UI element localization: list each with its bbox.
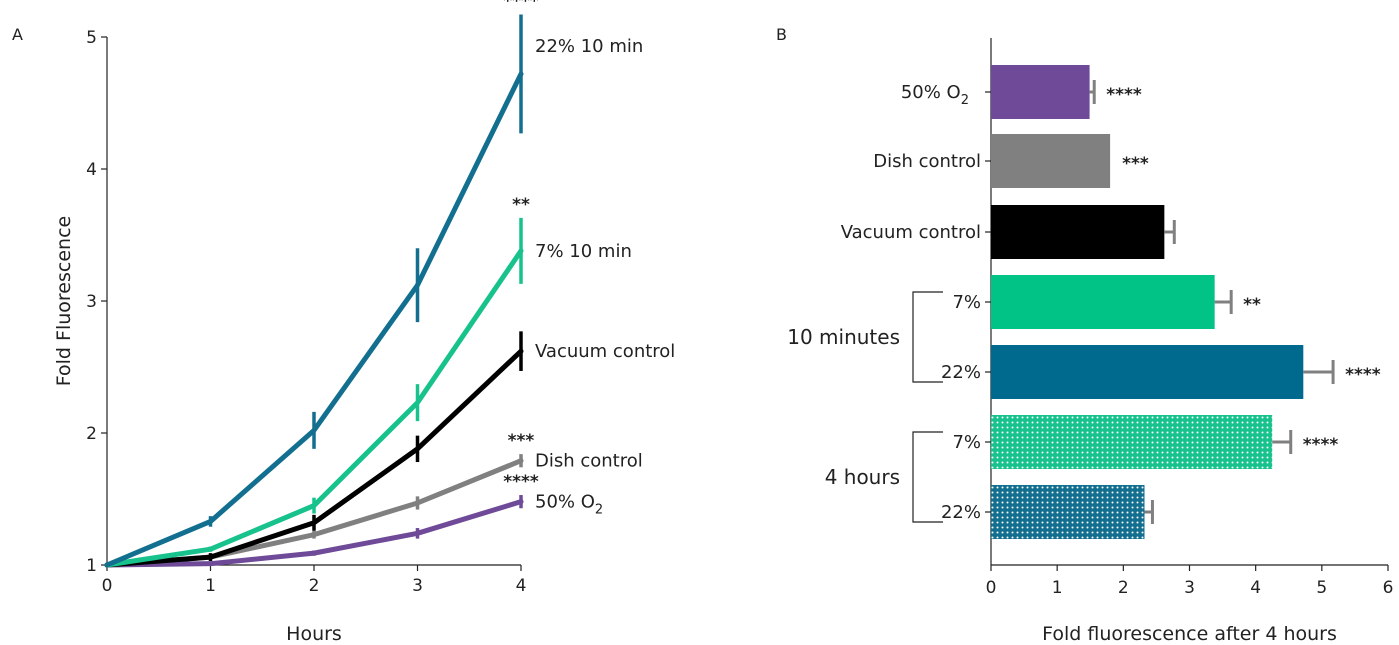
bar xyxy=(991,415,1273,469)
x-axis-title: Fold fluorescence after 4 hours xyxy=(1042,623,1337,645)
series-label-text: 50% O xyxy=(535,492,595,513)
group-bracket xyxy=(912,291,943,383)
significance-marker: ** xyxy=(512,195,530,215)
significance-marker: ** xyxy=(1243,295,1261,315)
bar-label: 7% xyxy=(952,292,981,313)
bar-label: 50% O2 xyxy=(901,82,969,108)
y-tick-label: 3 xyxy=(86,292,97,312)
bar-label: 22% xyxy=(941,502,981,523)
x-axis-title: Hours xyxy=(286,623,342,645)
x-tick-label: 0 xyxy=(102,576,113,596)
series-label: 50% O2 xyxy=(535,492,603,518)
bar xyxy=(991,65,1090,119)
x-tick-label: 2 xyxy=(309,576,320,596)
x-tick-label: 3 xyxy=(1184,578,1195,598)
bar-label: 22% xyxy=(941,362,981,383)
bar-label: Dish control xyxy=(873,151,981,172)
y-tick-label: 1 xyxy=(86,556,97,576)
panel-a-letter: A xyxy=(12,25,23,44)
x-tick-label: 0 xyxy=(986,578,997,598)
x-tick-label: 6 xyxy=(1383,578,1394,598)
bar xyxy=(991,485,1145,539)
bar xyxy=(991,134,1111,188)
panel-b-letter: B xyxy=(776,25,787,44)
group-bracket xyxy=(912,431,943,523)
y-tick-label: 4 xyxy=(86,160,97,180)
y-axis-title: Fold Fluorescence xyxy=(53,216,75,386)
bar xyxy=(991,345,1304,399)
x-tick-label: 4 xyxy=(1250,578,1261,598)
x-tick-label: 3 xyxy=(412,576,423,596)
bar-label-text: 50% O xyxy=(901,82,961,103)
series-line xyxy=(104,71,524,568)
y-tick-label: 5 xyxy=(86,28,97,48)
series-label-subscript: 2 xyxy=(595,503,603,518)
significance-marker: **** xyxy=(1106,85,1142,105)
series-label: 7% 10 min xyxy=(535,241,632,262)
significance-marker: **** xyxy=(1303,435,1339,455)
y-tick-label: 2 xyxy=(86,424,97,444)
series-label: Vacuum control xyxy=(535,341,675,362)
x-tick-label: 4 xyxy=(516,576,527,596)
significance-marker: *** xyxy=(1122,154,1149,174)
significance-marker: **** xyxy=(1345,365,1381,385)
group-label: 10 minutes xyxy=(787,325,900,349)
series-label: 22% 10 min xyxy=(535,36,643,57)
series-label: Dish control xyxy=(535,451,643,472)
bar-label: 7% xyxy=(952,432,981,453)
significance-marker: **** xyxy=(503,0,539,12)
bar xyxy=(991,275,1215,329)
group-label: 4 hours xyxy=(825,465,900,489)
x-tick-label: 1 xyxy=(205,576,216,596)
bar-label-subscript: 2 xyxy=(961,93,969,108)
panel-b-bar-chart: 0 1 2 3 4 5 6 Fold fluorescence after 4 hours **… xyxy=(787,38,1393,645)
bar-label: Vacuum control xyxy=(841,222,981,243)
x-tick-label: 1 xyxy=(1052,578,1063,598)
significance-marker: *** xyxy=(508,431,535,451)
bar xyxy=(991,205,1165,259)
x-tick-label: 2 xyxy=(1118,578,1129,598)
significance-marker: **** xyxy=(503,472,539,492)
x-tick-label: 5 xyxy=(1316,578,1327,598)
